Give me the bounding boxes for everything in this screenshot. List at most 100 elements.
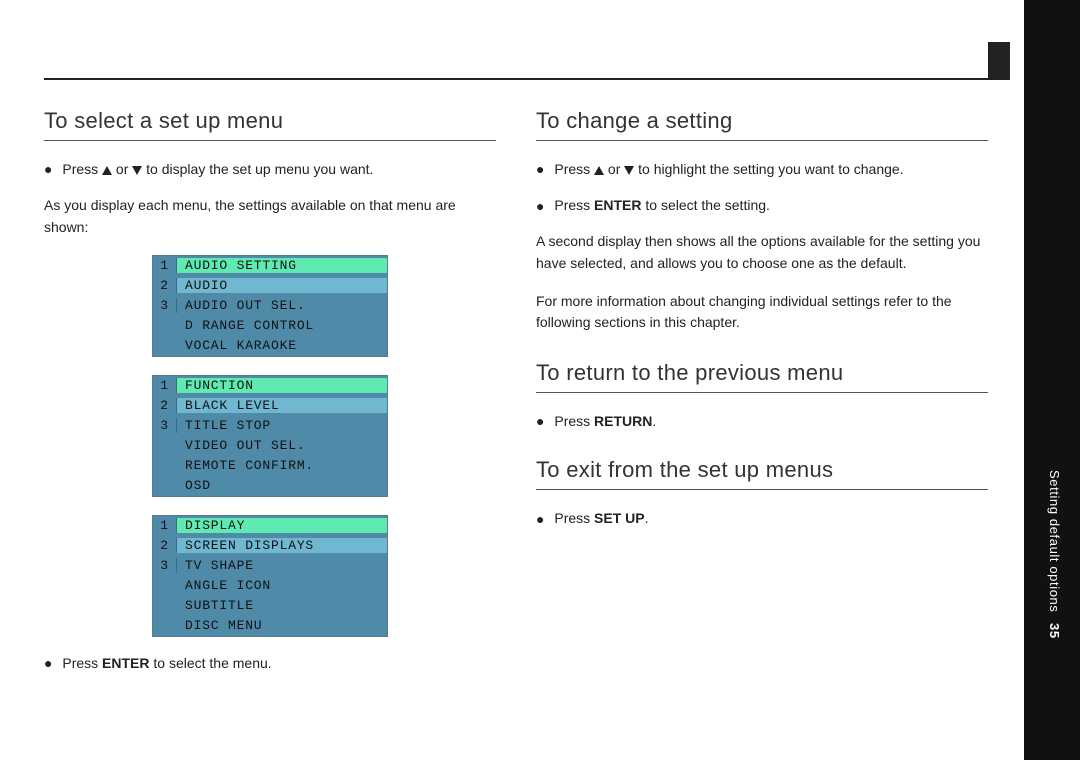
word-enter: ENTER <box>594 197 641 213</box>
word-setup: SET UP <box>594 510 645 526</box>
side-label-text: Setting default options <box>1047 470 1062 612</box>
word-or: or <box>604 161 624 177</box>
osd-row: SUBTITLE <box>153 596 387 616</box>
osd-row-num: 1 <box>153 258 177 273</box>
down-triangle-icon <box>624 166 634 175</box>
manual-page: Setting default options 35 To select a s… <box>0 0 1080 760</box>
paragraph-second: A second display then shows all the opti… <box>536 231 988 274</box>
osd-row: VIDEO OUT SEL. <box>153 436 387 456</box>
rest-2: to highlight the setting you want to cha… <box>634 161 903 177</box>
osd-screen: 1DISPLAY2SCREEN DISPLAYS3TV SHAPEANGLE I… <box>152 515 388 637</box>
rule <box>536 489 988 490</box>
screens-stack: 1AUDIO SETTING2AUDIO3AUDIO OUT SEL.D RAN… <box>44 255 496 637</box>
heading-select-menu: To select a set up menu <box>44 108 496 134</box>
osd-row-text: AUDIO OUT SEL. <box>177 298 387 313</box>
bullet-icon: ● <box>44 653 52 675</box>
bullet-press-return: ● Press RETURN. <box>536 411 988 433</box>
rule <box>44 140 496 141</box>
left-column: To select a set up menu ● Press or to di… <box>44 108 496 689</box>
osd-row: D RANGE CONTROL <box>153 316 387 336</box>
top-rule <box>44 78 988 80</box>
osd-row-text: REMOTE CONFIRM. <box>177 458 387 473</box>
osd-row-text: VOCAL KARAOKE <box>177 338 387 353</box>
osd-row-num: 3 <box>153 418 177 433</box>
osd-screen: 1FUNCTION2BLACK LEVEL3TITLE STOPVIDEO OU… <box>152 375 388 497</box>
bullet-icon: ● <box>536 159 544 181</box>
period: . <box>652 413 656 429</box>
word-press: Press <box>554 161 594 177</box>
period: . <box>645 510 649 526</box>
bullet-press-enter-menu: ● Press ENTER to select the menu. <box>44 653 496 675</box>
up-triangle-icon <box>594 166 604 175</box>
osd-row-text: FUNCTION <box>177 378 387 393</box>
txt-a: Press <box>62 655 102 671</box>
word-or: or <box>112 161 132 177</box>
txt-a: Press <box>554 413 594 429</box>
osd-row-text: TITLE STOP <box>177 418 387 433</box>
osd-row-text: ANGLE ICON <box>177 578 387 593</box>
bullet-icon: ● <box>536 196 544 218</box>
osd-row-text: AUDIO <box>177 278 387 293</box>
word-enter: ENTER <box>102 655 149 671</box>
osd-row-text: SUBTITLE <box>177 598 387 613</box>
osd-row-num: 2 <box>153 398 177 413</box>
osd-row: 3AUDIO OUT SEL. <box>153 296 387 316</box>
osd-row-num: 3 <box>153 298 177 313</box>
side-tab <box>1024 0 1080 760</box>
osd-row-text: BLACK LEVEL <box>177 398 387 413</box>
osd-row-text: AUDIO SETTING <box>177 258 387 273</box>
osd-row: 2BLACK LEVEL <box>153 396 387 416</box>
osd-row-num: 1 <box>153 378 177 393</box>
osd-row: 3TITLE STOP <box>153 416 387 436</box>
right-column: To change a setting ● Press or to highli… <box>536 108 988 689</box>
rule <box>536 392 988 393</box>
side-label: Setting default options 35 <box>1047 470 1062 638</box>
heading-change-setting: To change a setting <box>536 108 988 134</box>
osd-row: 3TV SHAPE <box>153 556 387 576</box>
osd-row-num: 2 <box>153 538 177 553</box>
word-press: Press <box>62 161 102 177</box>
paragraph-as-you: As you display each menu, the settings a… <box>44 195 496 238</box>
osd-row: 1FUNCTION <box>153 376 387 396</box>
bullet-icon: ● <box>44 159 52 181</box>
osd-row: OSD <box>153 476 387 496</box>
up-triangle-icon <box>102 166 112 175</box>
osd-row: 1DISPLAY <box>153 516 387 536</box>
osd-row: DISC MENU <box>153 616 387 636</box>
down-triangle-icon <box>132 166 142 175</box>
osd-row-text: DISC MENU <box>177 618 387 633</box>
paragraph-moreinfo: For more information about changing indi… <box>536 291 988 334</box>
osd-row-text: VIDEO OUT SEL. <box>177 438 387 453</box>
bullet-icon: ● <box>536 509 544 531</box>
osd-row-text: DISPLAY <box>177 518 387 533</box>
osd-row: 2SCREEN DISPLAYS <box>153 536 387 556</box>
txt-b: to select the menu. <box>150 655 272 671</box>
osd-row-text: SCREEN DISPLAYS <box>177 538 387 553</box>
bullet-press-arrows-2: ● Press or to highlight the setting you … <box>536 159 988 181</box>
content: To select a set up menu ● Press or to di… <box>44 108 988 689</box>
bullet-press-enter-setting: ● Press ENTER to select the setting. <box>536 195 988 217</box>
rule <box>536 140 988 141</box>
osd-row-text: OSD <box>177 478 387 493</box>
word-return: RETURN <box>594 413 652 429</box>
osd-row-num: 1 <box>153 518 177 533</box>
page-number: 35 <box>1047 623 1062 639</box>
osd-row-num: 2 <box>153 278 177 293</box>
osd-row-text: TV SHAPE <box>177 558 387 573</box>
osd-row: 1AUDIO SETTING <box>153 256 387 276</box>
txt-a: Press <box>554 197 594 213</box>
rest-1: to display the set up menu you want. <box>142 161 373 177</box>
osd-row: ANGLE ICON <box>153 576 387 596</box>
osd-row: 2AUDIO <box>153 276 387 296</box>
osd-row: VOCAL KARAOKE <box>153 336 387 356</box>
osd-row: REMOTE CONFIRM. <box>153 456 387 476</box>
bullet-icon: ● <box>536 411 544 433</box>
osd-row-text: D RANGE CONTROL <box>177 318 387 333</box>
top-tab-block <box>988 42 1010 80</box>
osd-row-num: 3 <box>153 558 177 573</box>
osd-screen: 1AUDIO SETTING2AUDIO3AUDIO OUT SEL.D RAN… <box>152 255 388 357</box>
txt-b: to select the setting. <box>642 197 770 213</box>
heading-exit: To exit from the set up menus <box>536 457 988 483</box>
heading-return: To return to the previous menu <box>536 360 988 386</box>
bullet-press-setup: ● Press SET UP. <box>536 508 988 530</box>
